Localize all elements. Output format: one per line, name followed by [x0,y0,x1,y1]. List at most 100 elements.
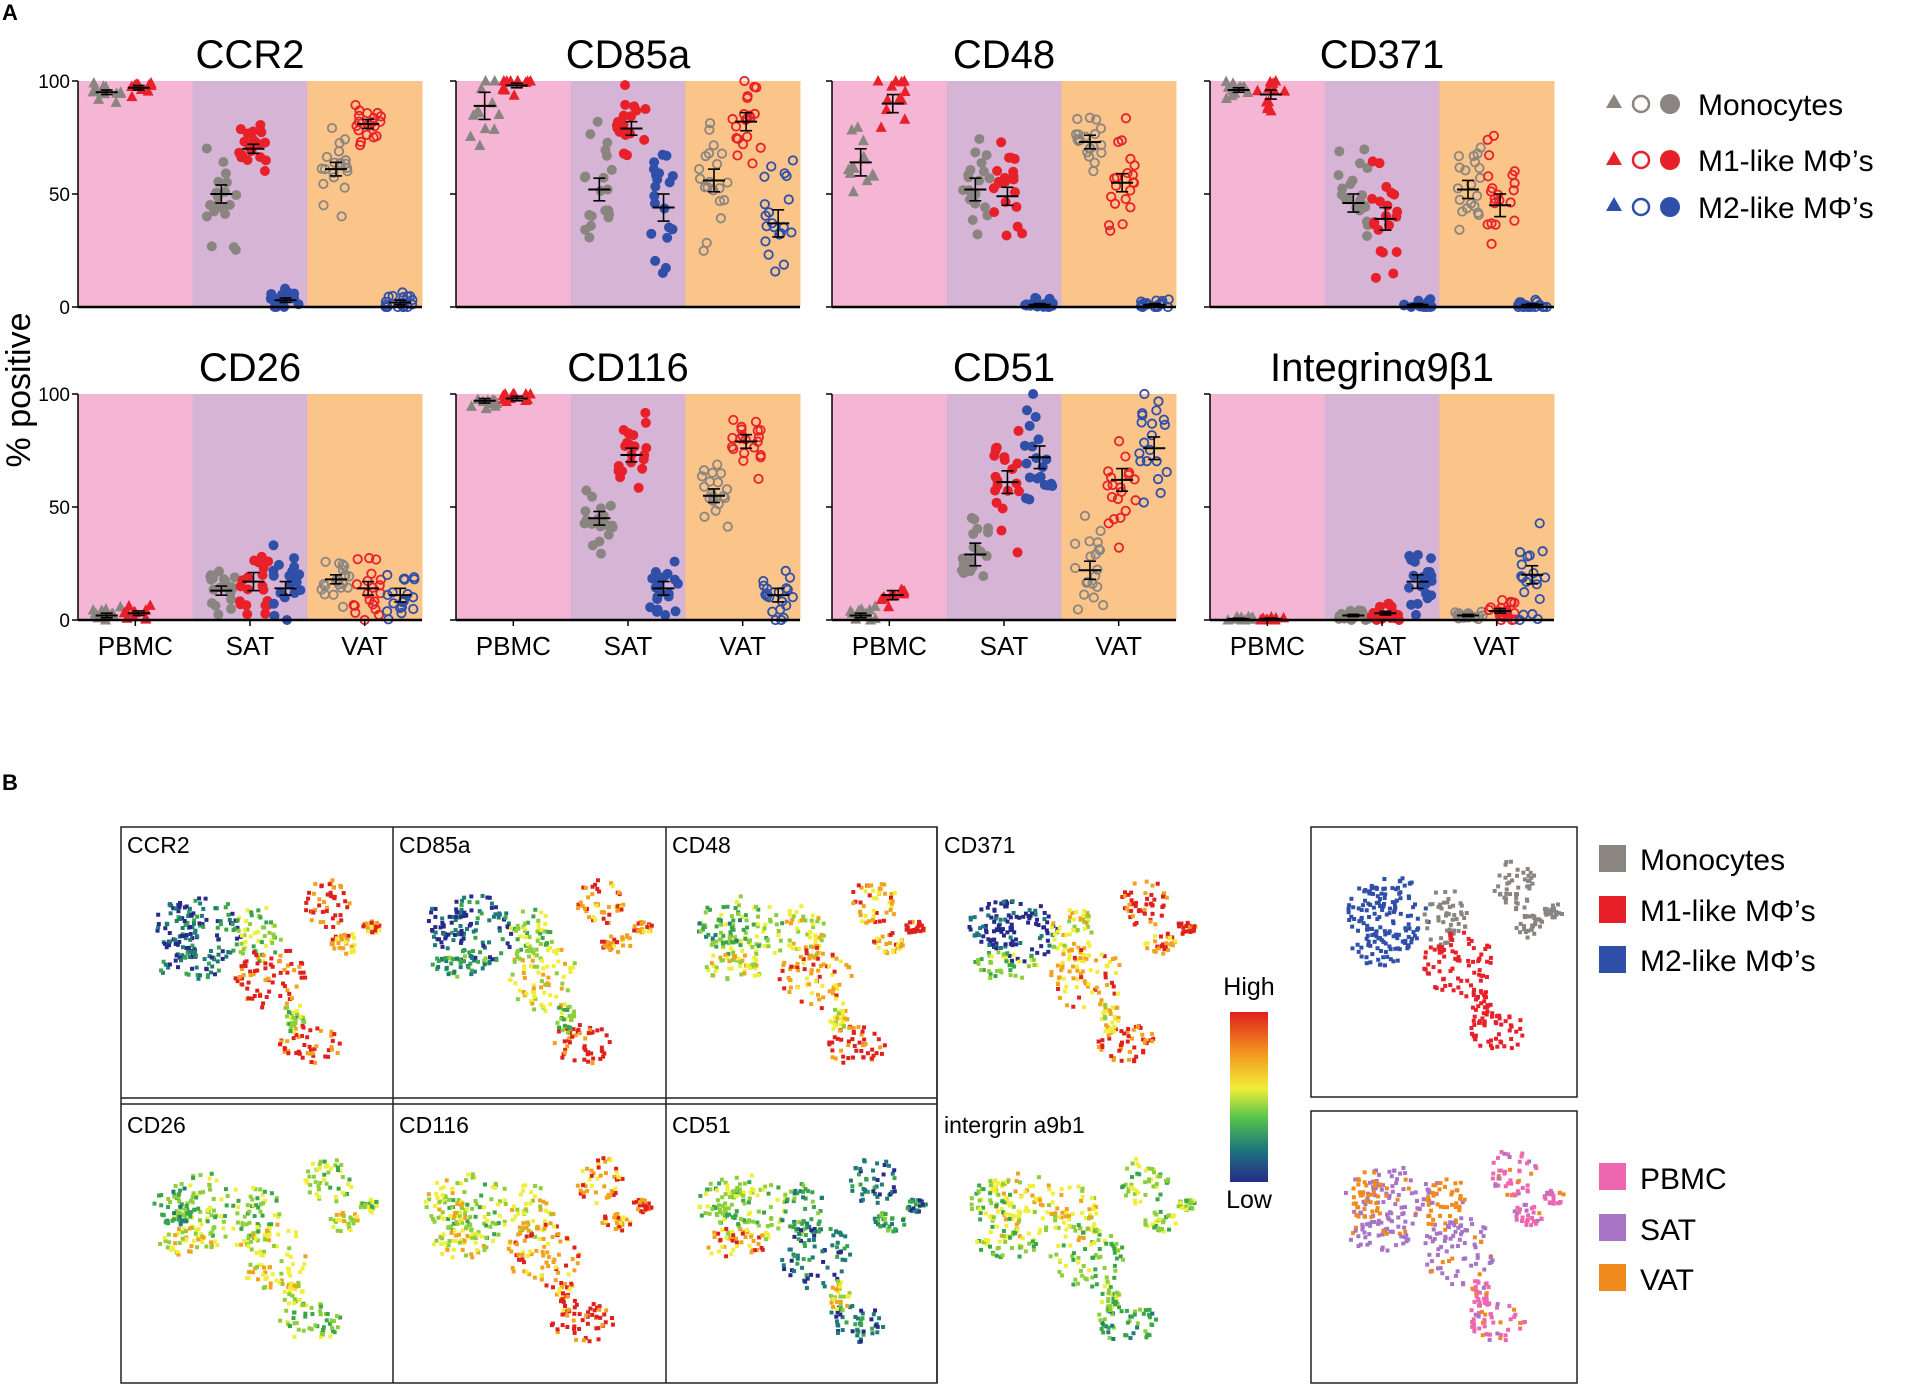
cell-point [722,1217,727,1222]
cell-point [567,966,572,971]
cell-point [1013,1189,1018,1194]
cell-point [552,1257,557,1262]
cell-point [288,1285,293,1290]
cell-point [274,1244,279,1249]
cell-point [590,1061,595,1066]
data-point [753,473,764,484]
cell-point [525,942,530,947]
data-point [408,603,419,615]
cell-point [860,1311,865,1316]
cell-point [1017,1180,1022,1185]
points-sat-m2 [1019,389,1058,505]
cell-point [173,1241,178,1246]
cell-point [264,920,269,925]
cell-point [839,1037,844,1042]
cell-point [260,1192,265,1197]
cell-point [747,1180,752,1185]
cell-point [262,1237,267,1242]
cell-point [459,929,464,934]
data-point [640,417,651,428]
cell-point [334,1199,339,1204]
cell-point [841,1001,846,1006]
data-point [1094,545,1106,556]
cell-point [460,1247,465,1252]
cell-point [1164,895,1169,900]
cell-point [609,934,614,939]
cell-point [242,933,247,938]
cell-point [546,1241,551,1246]
data-point [1136,417,1147,428]
cell-point [565,1030,570,1035]
cell-point [562,1311,567,1316]
cell-point [730,958,735,963]
cell-point [981,924,986,929]
cell-point [207,1182,212,1187]
cell-point [833,1015,838,1020]
cell-point [330,937,335,942]
data-point [250,136,261,147]
cell-point [535,938,540,943]
data-point [1334,146,1345,157]
cell-point [590,1312,595,1317]
x-tick-label-sat: SAT [226,631,275,661]
cell-point [614,1218,619,1223]
cell-point [610,1322,615,1327]
data-point [340,158,351,169]
data-point [1453,613,1464,624]
cell-point [454,907,459,912]
cell-point [769,1183,774,1188]
data-point [1362,163,1373,174]
cell-point [1112,1029,1117,1034]
cell-point [487,959,492,964]
cell-point [882,1043,887,1048]
data-point [640,407,651,418]
cell-point [1110,1005,1115,1010]
data-point [465,130,477,141]
cell-point [560,1323,565,1328]
cell-point [318,1304,323,1309]
cell-point [742,971,747,976]
cell-point [539,979,544,984]
cell-point [581,1183,586,1188]
cell-point [574,1302,579,1307]
cell-point [612,937,617,942]
cell-point [1040,1216,1045,1221]
cell-point [216,937,221,942]
cell-point [470,1172,475,1177]
cell-point [586,895,591,900]
cell-point [830,1285,835,1290]
points-sat-m2 [1404,549,1437,620]
cell-point [851,1025,856,1030]
cell-point [1153,939,1158,944]
cell-point [725,1187,730,1192]
cell-point [840,1315,845,1320]
cell-point [736,903,741,908]
cell-point [467,950,472,955]
cell-point [1042,910,1047,915]
cell-point [196,1206,201,1211]
cell-point [218,919,223,924]
cell-point [502,1222,507,1227]
data-point [1354,205,1365,216]
cell-point [511,1204,516,1209]
cell-point [527,946,532,951]
cell-point [1028,914,1033,919]
cell-point [441,1232,446,1237]
data-point [1035,471,1046,482]
cell-point [489,905,494,910]
cell-point [594,1201,599,1206]
cell-point [311,910,316,915]
cell-point [986,1238,991,1243]
cell-point [803,918,808,923]
data-point [268,598,279,609]
cell-point [1000,927,1005,932]
cell-point [317,1162,322,1167]
data-point [602,137,613,148]
cell-point [844,1320,849,1325]
data-point [755,142,766,153]
cell-point [721,1203,726,1208]
cell-point [713,968,718,973]
data-point [594,536,605,547]
data-point [93,93,105,104]
cell-point [163,962,168,967]
